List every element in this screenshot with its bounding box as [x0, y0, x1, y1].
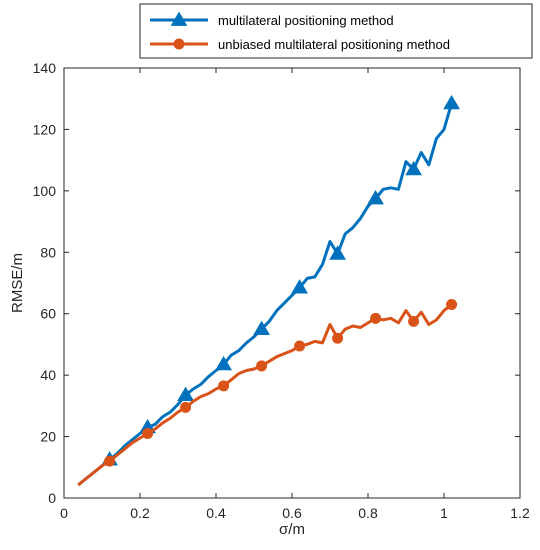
legend-marker-series-1 [170, 11, 188, 26]
data-point-marker [329, 245, 346, 260]
x-tick-label: 1 [440, 505, 448, 521]
data-point-marker [332, 332, 344, 344]
y-tick-label: 80 [40, 244, 56, 260]
legend-marker-shape [173, 38, 185, 50]
data-point-marker [142, 428, 154, 439]
data-point-marker [408, 315, 420, 327]
x-tick-label: 0.8 [358, 505, 378, 521]
y-tick-label: 20 [40, 429, 56, 445]
data-point-marker [443, 94, 460, 110]
y-tick-label: 60 [40, 306, 56, 322]
series-2 [77, 299, 458, 486]
legend-marker-shape [170, 11, 188, 26]
ticks-layer: 0 0.2 0.4 0.6 0.8 1 1.2 0 20 40 60 80 100 120 140 [33, 60, 530, 521]
data-point-marker [405, 160, 422, 176]
data-point-marker [291, 279, 308, 294]
data-point-marker [180, 401, 192, 413]
data-point-marker [253, 320, 270, 335]
legend-box [139, 3, 533, 59]
legend-label-series-2: unbiased multilateral positioning method [218, 37, 450, 52]
plot-area [63, 67, 521, 499]
series-layer [77, 94, 460, 486]
data-point-marker [218, 380, 230, 392]
data-point-marker [215, 355, 232, 371]
plot-frame [63, 67, 521, 499]
x-tick-label: 1.2 [510, 505, 530, 521]
y-tick-label: 0 [48, 490, 56, 506]
y-tick-label: 40 [40, 367, 56, 383]
y-tick-label: 140 [33, 60, 57, 76]
x-tick-label: 0.6 [282, 505, 302, 521]
data-point-marker [104, 455, 116, 467]
x-tick-label: 0.2 [130, 505, 150, 521]
x-axis-label: σ/m [279, 521, 305, 538]
legend-label-series-1: multilateral positioning method [218, 13, 394, 28]
y-tick-label: 120 [33, 121, 57, 137]
data-point-marker [370, 312, 382, 324]
legend-marker-series-2 [173, 38, 185, 50]
data-point-marker [446, 299, 458, 310]
y-axis-label: RMSE/m [9, 253, 26, 313]
series-1 [77, 94, 460, 486]
x-tick-label: 0.4 [206, 505, 226, 521]
data-point-marker [177, 386, 194, 402]
legend: multilateral positioning method unbiased… [139, 3, 533, 59]
data-point-marker [367, 190, 384, 205]
data-point-marker [256, 360, 268, 372]
y-tick-label: 100 [33, 183, 57, 199]
data-point-marker [294, 340, 306, 352]
x-tick-label: 0 [60, 505, 68, 521]
